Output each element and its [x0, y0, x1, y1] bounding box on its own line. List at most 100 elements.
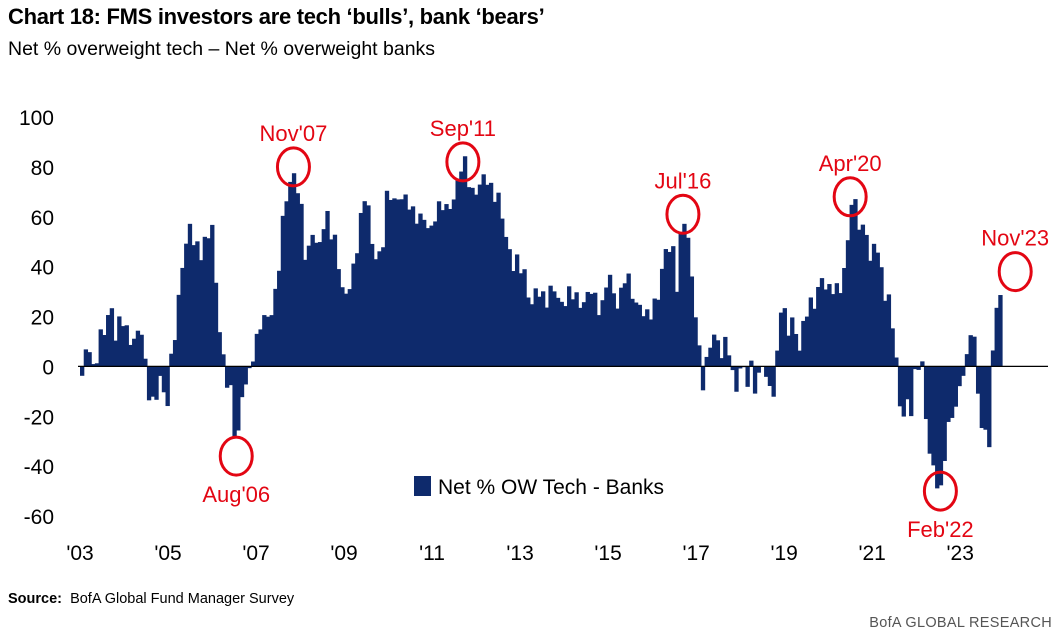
- bar: [273, 288, 278, 367]
- bar: [239, 366, 245, 398]
- annotation-label: Feb'22: [907, 517, 974, 542]
- bar: [533, 288, 538, 367]
- bar: [667, 251, 672, 367]
- annotation-label: Aug'06: [202, 482, 270, 507]
- bar: [600, 300, 605, 367]
- bar: [377, 251, 382, 367]
- bar: [567, 286, 572, 367]
- annotation-circle: [922, 470, 958, 512]
- bar: [172, 340, 178, 367]
- bar: [169, 353, 174, 367]
- y-tick-label: 0: [42, 356, 54, 379]
- bar: [857, 229, 862, 367]
- bar: [369, 243, 375, 367]
- bar: [485, 184, 490, 367]
- bar: [425, 228, 431, 367]
- bar: [224, 366, 230, 388]
- bar: [433, 221, 438, 367]
- y-axis: 100 80 60 40 20 0 -20 -40 -60: [19, 107, 54, 529]
- brand-footer: BofA GLOBAL RESEARCH: [869, 615, 1052, 631]
- bar: [477, 184, 483, 367]
- bar: [860, 224, 866, 367]
- bar: [990, 350, 996, 367]
- bar: [158, 366, 163, 376]
- bar: [712, 334, 717, 367]
- bar: [548, 285, 553, 367]
- bar: [767, 366, 773, 386]
- bar: [689, 276, 695, 367]
- bar: [180, 267, 185, 367]
- bar: [544, 307, 550, 367]
- annotations-group: Aug'06 Nov'07 Sep'11 Jul'16 Apr'20 Feb'22 Nov'…: [202, 116, 1049, 542]
- bar: [462, 156, 468, 367]
- bar: [827, 284, 832, 367]
- bar: [745, 366, 750, 387]
- bar: [987, 366, 992, 448]
- bar: [972, 336, 977, 367]
- bar: [994, 307, 999, 367]
- bar: [834, 283, 840, 367]
- x-tick-label: '21: [858, 542, 885, 565]
- legend-swatch: [414, 476, 431, 496]
- bar: [448, 208, 453, 367]
- bar: [388, 199, 393, 367]
- bar: [109, 308, 115, 367]
- y-tick-label: 40: [31, 257, 54, 280]
- bar: [407, 209, 412, 367]
- bar: [752, 366, 758, 394]
- bar: [656, 299, 661, 367]
- bar: [529, 304, 535, 367]
- bar: [325, 210, 330, 367]
- bar: [749, 360, 754, 367]
- bar: [436, 201, 442, 367]
- bar: [243, 366, 248, 385]
- bar: [165, 366, 170, 407]
- annotation-circle: [218, 435, 254, 477]
- bar: [124, 325, 129, 367]
- x-tick-label: '03: [66, 542, 93, 565]
- bar: [574, 292, 579, 367]
- bar: [782, 308, 787, 367]
- bar: [615, 308, 620, 367]
- bar: [236, 366, 241, 431]
- bar: [738, 366, 743, 369]
- legend-label: Net % OW Tech - Banks: [438, 476, 664, 499]
- bar: [916, 366, 921, 370]
- bar: [730, 366, 735, 371]
- bar: [418, 213, 423, 367]
- bar: [957, 366, 962, 387]
- bar: [868, 260, 873, 367]
- bar: [247, 366, 252, 369]
- bar: [693, 317, 698, 367]
- bar: [619, 287, 624, 367]
- bar: [381, 247, 386, 367]
- annotation-circle: [832, 176, 868, 218]
- bar: [98, 329, 103, 367]
- bar: [797, 350, 802, 367]
- bar: [384, 190, 390, 367]
- bar: [258, 329, 263, 367]
- x-axis: '03 '05 '07 '09 '11 '13 '15 '17 '19 '21 '23: [66, 542, 974, 565]
- bar: [819, 278, 825, 367]
- bar: [184, 243, 189, 367]
- bar: [232, 366, 237, 437]
- bar: [474, 194, 479, 367]
- bar: [886, 294, 892, 367]
- bar: [801, 320, 806, 367]
- bar: [715, 340, 721, 367]
- bar: [396, 199, 401, 367]
- bar: [697, 345, 702, 367]
- bar: [213, 282, 219, 367]
- x-tick-label: '05: [154, 542, 181, 565]
- annotation-label: Jul'16: [655, 168, 712, 193]
- bar: [373, 259, 379, 367]
- bar: [429, 225, 434, 367]
- x-tick-label: '07: [242, 542, 269, 565]
- bar: [927, 366, 932, 454]
- bar: [202, 236, 208, 367]
- bar: [946, 366, 951, 422]
- bar: [704, 356, 709, 367]
- bar: [143, 358, 148, 367]
- bar: [251, 361, 256, 367]
- bar: [596, 315, 602, 367]
